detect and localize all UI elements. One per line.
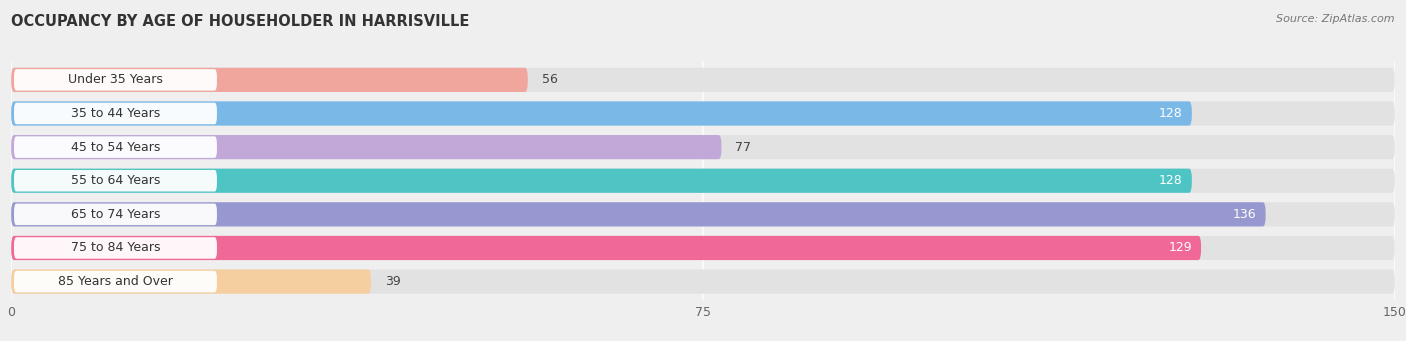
Text: 56: 56 bbox=[541, 73, 557, 86]
Text: 65 to 74 Years: 65 to 74 Years bbox=[70, 208, 160, 221]
Text: 85 Years and Over: 85 Years and Over bbox=[58, 275, 173, 288]
Text: 75 to 84 Years: 75 to 84 Years bbox=[70, 241, 160, 254]
Text: 77: 77 bbox=[735, 140, 751, 153]
FancyBboxPatch shape bbox=[14, 237, 217, 259]
FancyBboxPatch shape bbox=[11, 236, 1201, 260]
Text: 35 to 44 Years: 35 to 44 Years bbox=[70, 107, 160, 120]
FancyBboxPatch shape bbox=[14, 204, 217, 225]
FancyBboxPatch shape bbox=[14, 69, 217, 91]
FancyBboxPatch shape bbox=[11, 236, 1395, 260]
FancyBboxPatch shape bbox=[14, 271, 217, 292]
Text: 128: 128 bbox=[1159, 174, 1182, 187]
FancyBboxPatch shape bbox=[14, 103, 217, 124]
FancyBboxPatch shape bbox=[11, 101, 1192, 125]
FancyBboxPatch shape bbox=[11, 269, 371, 294]
Text: 55 to 64 Years: 55 to 64 Years bbox=[70, 174, 160, 187]
Text: OCCUPANCY BY AGE OF HOUSEHOLDER IN HARRISVILLE: OCCUPANCY BY AGE OF HOUSEHOLDER IN HARRI… bbox=[11, 14, 470, 29]
FancyBboxPatch shape bbox=[11, 101, 1395, 125]
FancyBboxPatch shape bbox=[11, 68, 1395, 92]
Text: 128: 128 bbox=[1159, 107, 1182, 120]
FancyBboxPatch shape bbox=[11, 202, 1265, 226]
FancyBboxPatch shape bbox=[11, 135, 1395, 159]
FancyBboxPatch shape bbox=[11, 68, 527, 92]
Text: 39: 39 bbox=[385, 275, 401, 288]
FancyBboxPatch shape bbox=[11, 269, 1395, 294]
FancyBboxPatch shape bbox=[11, 135, 721, 159]
FancyBboxPatch shape bbox=[11, 202, 1395, 226]
Text: Under 35 Years: Under 35 Years bbox=[67, 73, 163, 86]
FancyBboxPatch shape bbox=[11, 169, 1395, 193]
Text: 45 to 54 Years: 45 to 54 Years bbox=[70, 140, 160, 153]
FancyBboxPatch shape bbox=[14, 136, 217, 158]
FancyBboxPatch shape bbox=[14, 170, 217, 192]
Text: Source: ZipAtlas.com: Source: ZipAtlas.com bbox=[1277, 14, 1395, 24]
Text: 136: 136 bbox=[1233, 208, 1257, 221]
Text: 129: 129 bbox=[1168, 241, 1192, 254]
FancyBboxPatch shape bbox=[11, 169, 1192, 193]
